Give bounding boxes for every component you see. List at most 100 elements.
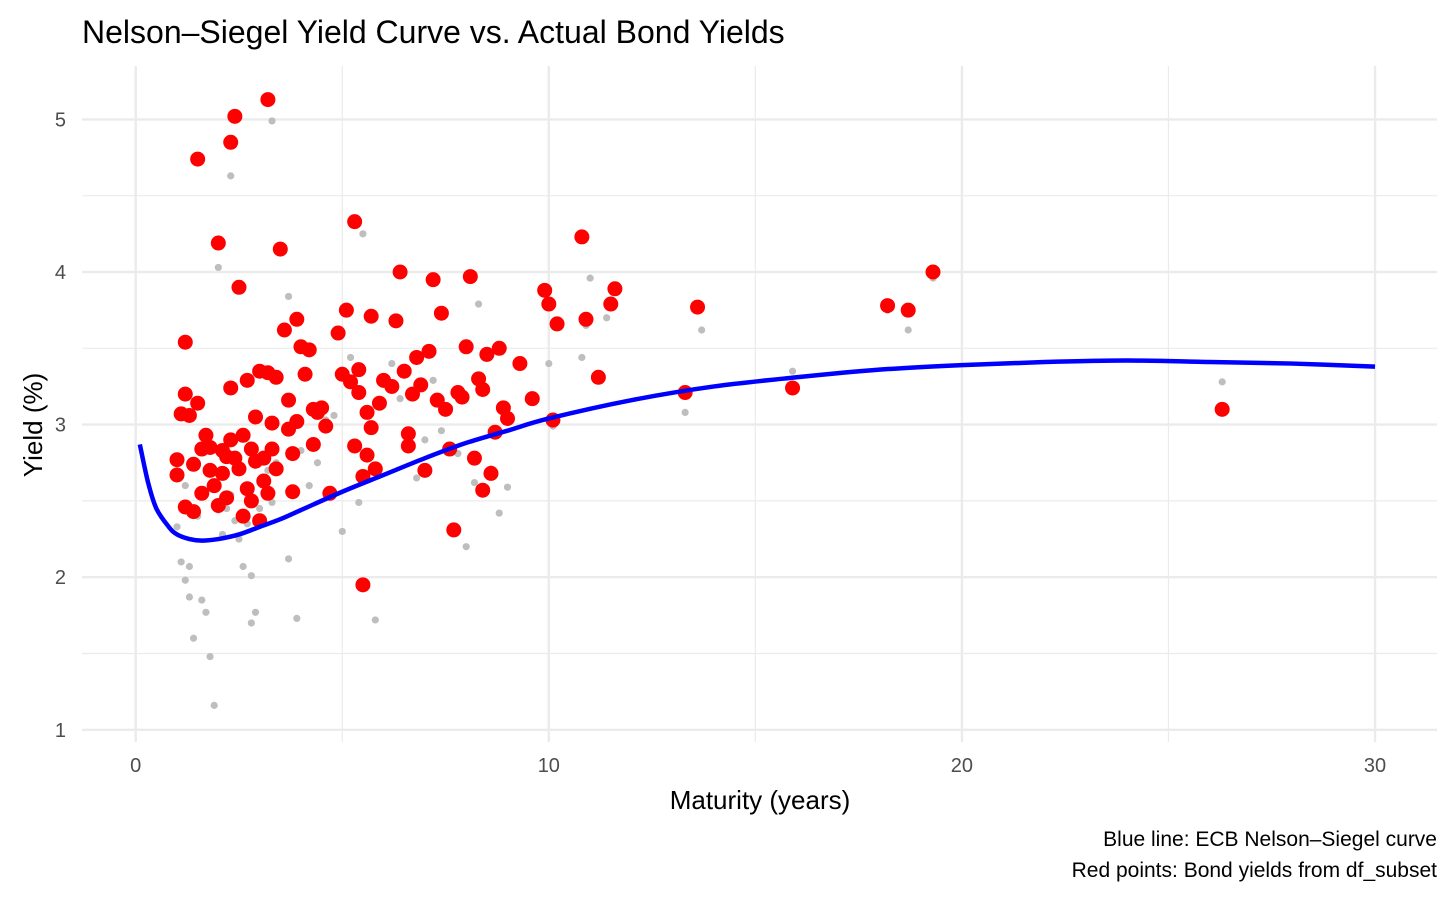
- bond-point: [272, 241, 288, 257]
- bond-point: [400, 438, 416, 454]
- bond-point: [305, 401, 321, 417]
- bond-point: [1214, 401, 1230, 417]
- bond-point: [194, 485, 210, 501]
- background-point: [268, 117, 276, 125]
- bond-point: [248, 409, 264, 425]
- y-tick-label: 1: [55, 720, 66, 742]
- caption-line-2: Red points: Bond yields from df_subset: [1072, 859, 1438, 882]
- background-point: [681, 408, 689, 416]
- curve-layer: [137, 358, 1376, 543]
- bond-point: [202, 462, 218, 478]
- bond-point: [198, 427, 214, 443]
- bond-point: [305, 436, 321, 452]
- background-point: [603, 314, 611, 322]
- bond-point: [371, 395, 387, 411]
- chart-title: Nelson–Siegel Yield Curve vs. Actual Bon…: [82, 14, 785, 50]
- bond-points: [169, 92, 1230, 593]
- background-point: [437, 427, 446, 435]
- bond-point: [363, 420, 379, 436]
- background-point: [396, 395, 404, 403]
- grid: [82, 66, 1437, 742]
- background-point: [293, 614, 301, 622]
- background-point: [413, 474, 421, 482]
- y-tick-label: 5: [55, 109, 66, 131]
- bond-point: [524, 391, 540, 407]
- bond-point: [359, 404, 375, 420]
- bond-point: [475, 482, 491, 498]
- bond-point: [425, 272, 441, 288]
- background-point: [227, 172, 235, 180]
- bond-point: [438, 401, 454, 417]
- bond-point: [347, 438, 363, 454]
- bond-point: [384, 378, 400, 394]
- background-point: [173, 523, 181, 531]
- bond-point: [190, 151, 206, 167]
- bond-point: [351, 385, 367, 401]
- background-point: [284, 292, 293, 301]
- bond-point: [235, 427, 251, 443]
- bond-point: [690, 299, 706, 315]
- bond-point: [289, 414, 305, 430]
- background-point: [305, 482, 313, 490]
- background-point: [284, 555, 293, 563]
- bond-point: [239, 481, 255, 497]
- background-point: [313, 459, 322, 467]
- background-point: [206, 652, 214, 661]
- bond-point: [239, 372, 255, 388]
- bond-point: [500, 410, 516, 426]
- bond-point: [318, 418, 334, 434]
- bond-point: [462, 269, 478, 285]
- bond-point: [177, 334, 193, 350]
- bond-point: [210, 235, 226, 251]
- bond-point: [367, 461, 383, 477]
- bond-point: [603, 296, 619, 312]
- background-point: [198, 596, 206, 604]
- bond-point: [417, 462, 433, 478]
- bond-point: [355, 577, 371, 593]
- x-tick-label: 30: [1364, 755, 1386, 777]
- nelson-siegel-curve: [137, 358, 1376, 543]
- background-point: [355, 498, 363, 507]
- bond-point: [475, 382, 491, 398]
- background-point: [788, 367, 797, 375]
- bond-point: [400, 426, 416, 442]
- bond-point: [590, 369, 606, 385]
- bond-point: [297, 366, 313, 382]
- bond-point: [223, 432, 239, 448]
- bond-point: [243, 493, 259, 509]
- bond-point: [214, 465, 230, 481]
- bond-point: [466, 450, 482, 466]
- background-point: [177, 558, 185, 566]
- background-point: [181, 576, 189, 584]
- bond-point: [359, 447, 375, 463]
- bond-point: [202, 439, 218, 455]
- background-points: [173, 117, 1226, 709]
- background-point: [698, 326, 706, 334]
- bond-point: [301, 342, 317, 358]
- bond-point: [925, 264, 941, 280]
- background-point: [185, 593, 194, 601]
- bond-point: [186, 504, 202, 520]
- bond-point: [256, 473, 272, 489]
- background-point: [904, 326, 912, 334]
- background-point: [256, 504, 264, 513]
- bond-point: [285, 446, 301, 462]
- background-point: [214, 263, 222, 272]
- background-point: [202, 608, 210, 616]
- bond-point: [491, 340, 507, 356]
- x-tick-label: 10: [538, 755, 560, 777]
- bond-point: [421, 343, 437, 359]
- tick-labels: 0 10 20 30 1 2 3 4 5: [55, 109, 1386, 777]
- bond-point: [512, 356, 528, 372]
- x-tick-label: 20: [951, 755, 973, 777]
- bond-point: [289, 311, 305, 327]
- bond-point: [276, 322, 292, 338]
- background-point: [470, 478, 479, 487]
- background-point: [251, 608, 260, 616]
- bond-point: [413, 377, 429, 393]
- background-point: [338, 527, 346, 536]
- bond-point: [537, 282, 553, 298]
- bond-point: [388, 313, 404, 329]
